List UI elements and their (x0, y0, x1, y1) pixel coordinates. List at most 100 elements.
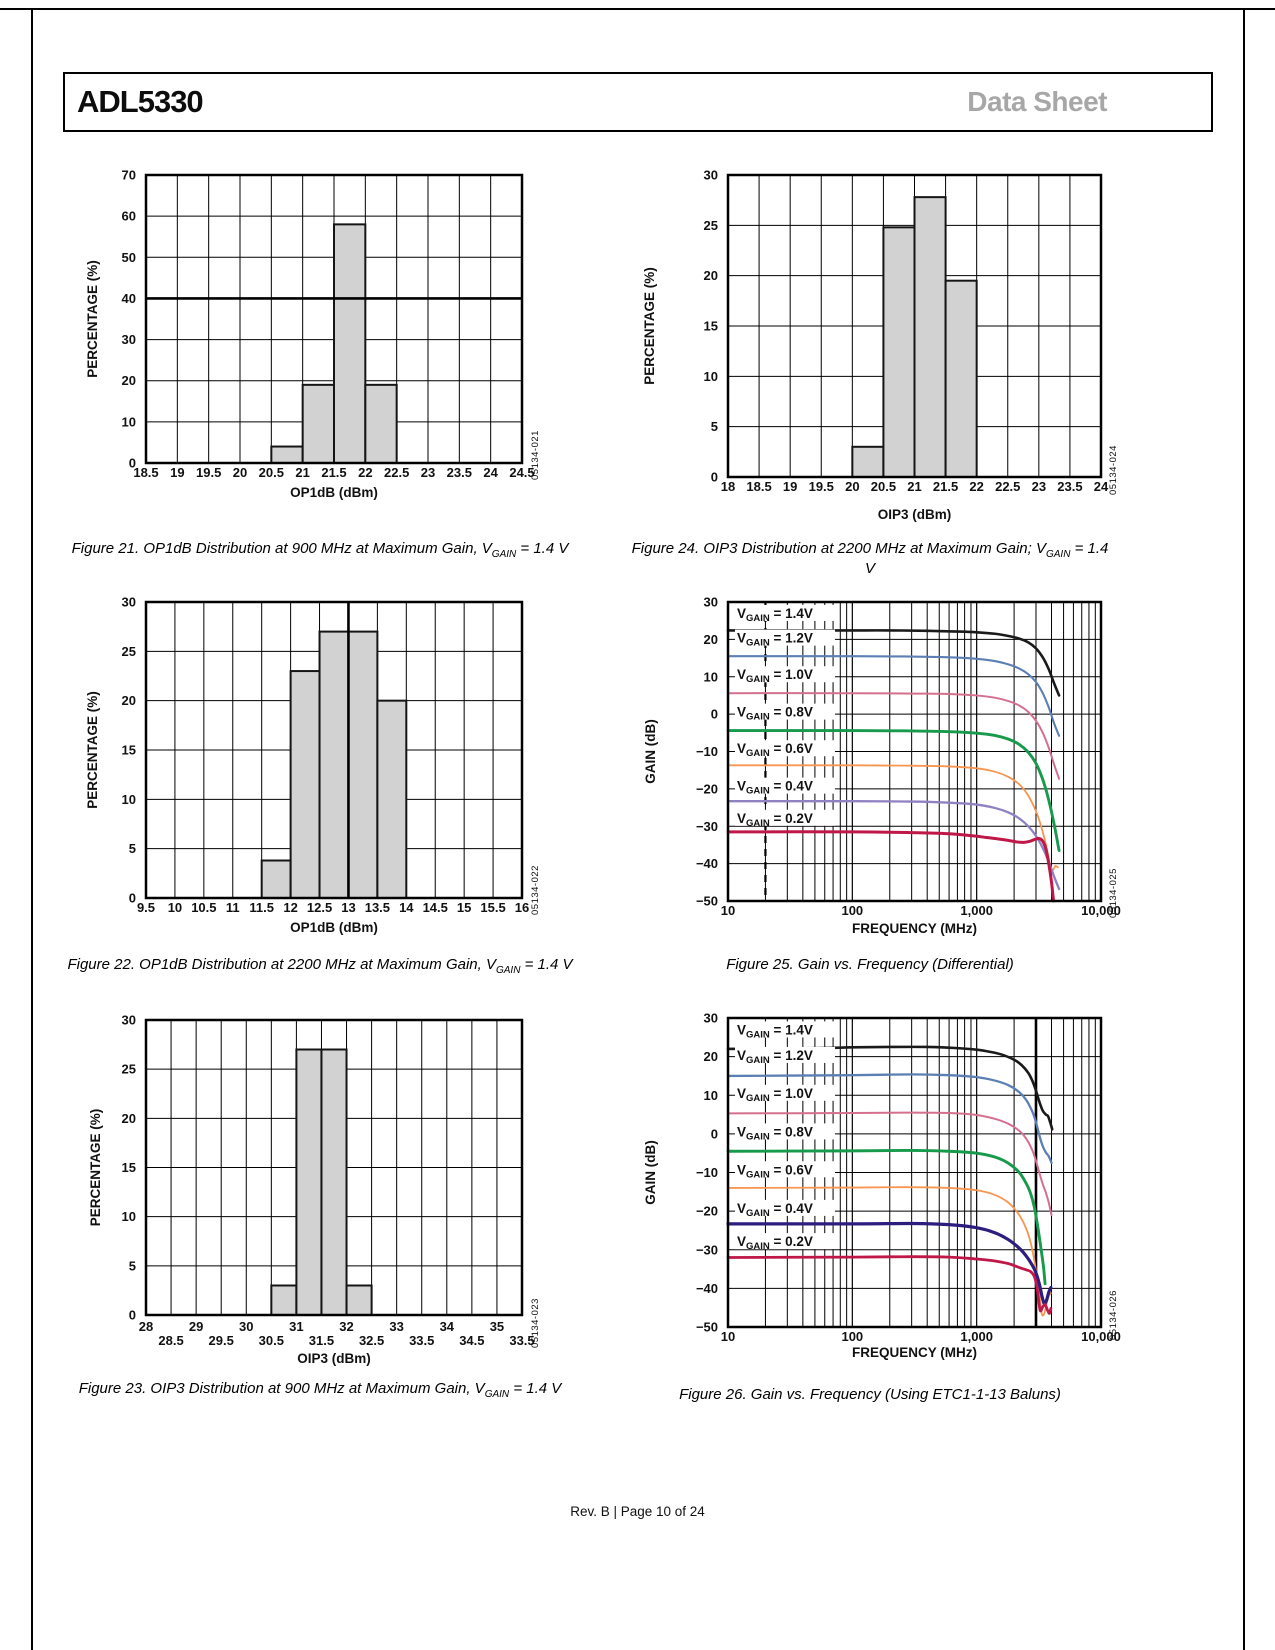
svg-text:VGAIN = 0.8V: VGAIN = 0.8V (737, 705, 813, 723)
svg-text:−20: −20 (696, 1204, 718, 1219)
svg-text:5: 5 (129, 1258, 136, 1273)
svg-text:05134-023: 05134-023 (530, 1298, 541, 1348)
figure-22-chart: 9.5 10 10.5 11 11.5 12 12.5 13 13.5 14 14.5 15 15.5 1… (85, 595, 541, 936)
footer-text: Rev. B | Page 10 of 24 (570, 1504, 705, 1519)
svg-text:20: 20 (122, 373, 136, 388)
svg-text:10: 10 (122, 414, 136, 429)
svg-text:05134-025: 05134-025 (1108, 868, 1119, 918)
svg-text:0: 0 (711, 1126, 718, 1141)
svg-text:0: 0 (711, 470, 718, 485)
svg-text:10: 10 (704, 369, 718, 384)
page-right-border (1243, 8, 1245, 1650)
svg-text:FREQUENCY (MHz): FREQUENCY (MHz) (852, 921, 977, 936)
svg-text:14: 14 (399, 900, 414, 915)
svg-text:20: 20 (704, 268, 718, 283)
figure-21-chart: 18.5 19 19.5 20 20.5 21 21.5 22 22.5 23 23.5 24 24.5… (85, 168, 541, 501)
svg-text:30: 30 (704, 595, 718, 610)
svg-text:PERCENTAGE (%): PERCENTAGE (%) (85, 691, 100, 809)
svg-text:30: 30 (122, 595, 136, 610)
svg-text:18.5: 18.5 (133, 465, 158, 480)
product-title: ADL5330 (77, 84, 204, 119)
svg-text:25: 25 (704, 218, 718, 233)
svg-text:−30: −30 (696, 819, 718, 834)
figure-25-caption: Figure 25. Gain vs. Frequency (Different… (726, 956, 1014, 973)
svg-text:30: 30 (239, 1319, 253, 1334)
svg-text:30: 30 (122, 332, 136, 347)
svg-text:29.5: 29.5 (209, 1333, 234, 1348)
svg-text:21: 21 (907, 479, 921, 494)
svg-text:20: 20 (122, 1111, 136, 1126)
svg-text:VGAIN = 1.4V: VGAIN = 1.4V (737, 606, 813, 624)
page-left-border (31, 8, 33, 1650)
svg-text:10,000: 10,000 (1081, 1329, 1121, 1344)
page-top-border (0, 8, 1275, 10)
svg-text:21.5: 21.5 (321, 465, 346, 480)
svg-text:60: 60 (122, 209, 136, 224)
svg-text:15: 15 (122, 1160, 136, 1175)
figure-25-chart: VGAIN = 1.4V VGAIN = 1.2V VGAIN = 1.0V VGAI… (643, 595, 1121, 937)
svg-text:21.5: 21.5 (933, 479, 958, 494)
svg-text:14.5: 14.5 (423, 900, 448, 915)
svg-text:05134-024: 05134-024 (1108, 445, 1119, 495)
svg-text:19.5: 19.5 (809, 479, 834, 494)
svg-text:PERCENTAGE (%): PERCENTAGE (%) (642, 267, 657, 385)
svg-text:VGAIN = 0.4V: VGAIN = 0.4V (737, 779, 813, 797)
svg-text:22.5: 22.5 (995, 479, 1020, 494)
svg-text:24.5: 24.5 (509, 465, 534, 480)
svg-text:VGAIN = 0.2V: VGAIN = 0.2V (737, 811, 813, 829)
svg-text:VGAIN = 1.0V: VGAIN = 1.0V (737, 1086, 813, 1104)
svg-text:100: 100 (841, 1329, 863, 1344)
svg-text:0: 0 (711, 707, 718, 722)
svg-text:50: 50 (122, 250, 136, 265)
header: ADL5330 Data Sheet (63, 72, 1213, 132)
svg-text:20: 20 (845, 479, 859, 494)
svg-text:23.5: 23.5 (447, 465, 472, 480)
svg-text:30: 30 (122, 1013, 136, 1028)
svg-text:5: 5 (711, 419, 718, 434)
svg-text:10.5: 10.5 (191, 900, 216, 915)
svg-text:10: 10 (168, 900, 182, 915)
svg-text:11: 11 (226, 900, 240, 915)
svg-text:33.5: 33.5 (409, 1333, 434, 1348)
page-footer: Rev. B | Page 10 of 24 (0, 1504, 1275, 1519)
svg-text:32: 32 (339, 1319, 353, 1334)
figure-21-caption: Figure 21. OP1dB Distribution at 900 MHz… (71, 540, 569, 560)
svg-text:OP1dB (dBm): OP1dB (dBm) (290, 485, 378, 500)
doc-type-label: Data Sheet (967, 86, 1107, 117)
svg-text:VGAIN = 1.4V: VGAIN = 1.4V (737, 1022, 813, 1040)
svg-text:15.5: 15.5 (480, 900, 505, 915)
svg-text:PERCENTAGE (%): PERCENTAGE (%) (85, 260, 100, 378)
svg-text:13.5: 13.5 (365, 900, 390, 915)
figure-24-chart: 18 18.5 19 19.5 20 20.5 21 21.5 22 22.5 23 23.5 2405… (642, 168, 1119, 523)
figure-22-caption: Figure 22. OP1dB Distribution at 2200 MH… (67, 956, 573, 976)
svg-text:18: 18 (721, 479, 735, 494)
svg-text:18.5: 18.5 (746, 479, 771, 494)
svg-text:20: 20 (122, 693, 136, 708)
svg-text:−10: −10 (696, 1165, 718, 1180)
svg-text:29: 29 (189, 1319, 203, 1334)
svg-text:05134-026: 05134-026 (1108, 1290, 1119, 1340)
svg-text:OP1dB (dBm): OP1dB (dBm) (290, 920, 378, 935)
svg-text:OIP3 (dBm): OIP3 (dBm) (297, 1351, 371, 1366)
svg-text:−30: −30 (696, 1242, 718, 1257)
svg-text:24: 24 (483, 465, 498, 480)
svg-text:30: 30 (704, 1011, 718, 1026)
svg-text:OIP3 (dBm): OIP3 (dBm) (878, 507, 952, 522)
svg-text:VGAIN = 0.6V: VGAIN = 0.6V (737, 741, 813, 759)
svg-text:16: 16 (515, 900, 529, 915)
svg-text:GAIN (dB): GAIN (dB) (643, 719, 658, 784)
svg-text:11.5: 11.5 (249, 900, 274, 915)
svg-text:10,000: 10,000 (1081, 903, 1121, 918)
svg-text:22: 22 (969, 479, 983, 494)
svg-text:20.5: 20.5 (259, 465, 284, 480)
svg-text:33: 33 (389, 1319, 403, 1334)
svg-text:25: 25 (122, 1062, 136, 1077)
svg-text:100: 100 (841, 903, 863, 918)
svg-text:20: 20 (704, 632, 718, 647)
svg-text:FREQUENCY (MHz): FREQUENCY (MHz) (852, 1345, 977, 1360)
svg-text:−40: −40 (696, 1281, 718, 1296)
svg-text:20: 20 (233, 465, 247, 480)
svg-text:1,000: 1,000 (960, 903, 993, 918)
svg-text:−50: −50 (696, 1320, 718, 1335)
